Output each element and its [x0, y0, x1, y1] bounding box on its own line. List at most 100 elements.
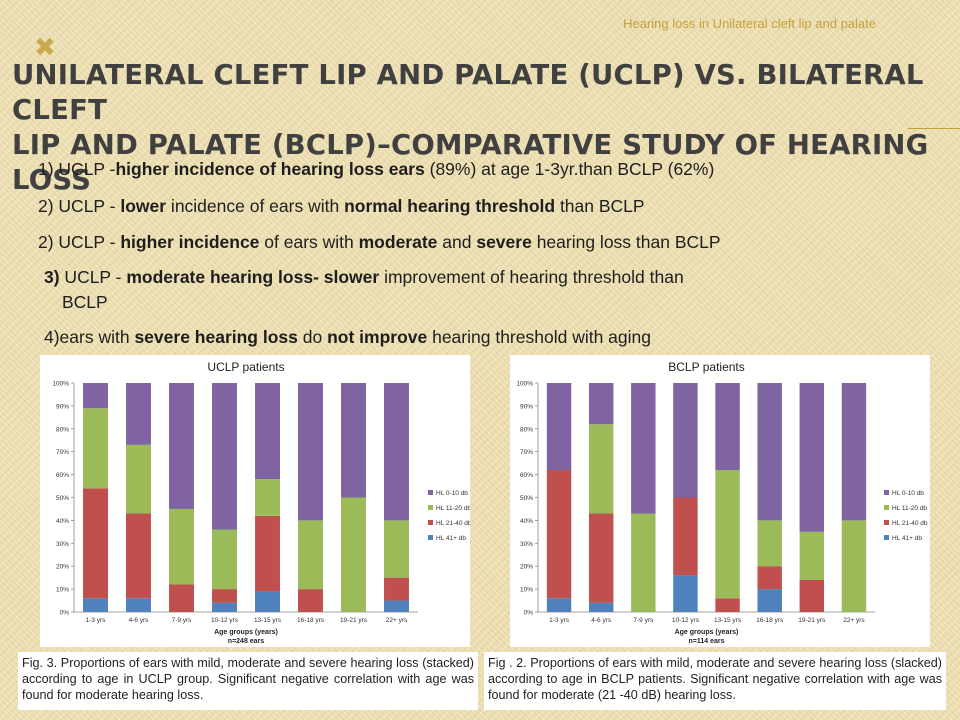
bar-segment — [757, 383, 782, 521]
bclp-caption: Fig . 2. Proportions of ears with mild, … — [484, 652, 946, 710]
x-tick-label: 7-9 yrs — [633, 617, 654, 624]
bar-segment — [341, 383, 366, 498]
point-text-segment: higher incidence of hearing loss ears — [115, 159, 425, 179]
bar-segment — [83, 383, 108, 409]
x-axis-note: n=114 ears — [688, 638, 724, 645]
bar-segment — [588, 383, 614, 425]
x-tick-label: 22+ yrs — [386, 617, 408, 624]
point-3: 2) UCLP - higher incidence of ears with … — [38, 231, 721, 253]
bar-segment — [715, 383, 740, 471]
x-tick-label: 13-15 yrs — [714, 617, 742, 624]
point-4: 3) UCLP - moderate hearing loss- slower … — [44, 266, 684, 288]
bar-segment — [83, 598, 108, 612]
legend-swatch — [884, 520, 889, 525]
point-text-segment: UCLP - — [59, 267, 127, 287]
bclp-chart: BCLP patients 0% 10% 20% 30% 40% 50% 60% 70% 80% 9… — [516, 360, 928, 645]
bar-segment — [212, 383, 237, 530]
x-tick-label: 4-6 yrs — [591, 617, 612, 624]
y-tick-label: 80% — [520, 426, 533, 433]
slide-title-line-1: Unilateral cleft lip and palate (UCLP) v… — [12, 59, 924, 126]
bar-segment — [169, 584, 194, 612]
x-axis-label: Age groups (years) — [214, 629, 278, 636]
point-text-segment: and — [437, 232, 477, 252]
bar-segment — [298, 520, 323, 590]
x-tick-label: 7-9 yrs — [172, 617, 193, 624]
bar-segment — [83, 408, 108, 489]
chart-title: BCLP patients — [668, 360, 745, 374]
point-text-segment: 2) UCLP - — [38, 196, 121, 216]
y-tick-label: 90% — [520, 403, 533, 410]
point-text-segment: incidence of ears with — [166, 196, 345, 216]
bar-segment — [841, 383, 867, 521]
x-tick-label: 19-21 yrs — [340, 617, 368, 624]
bar-segment — [384, 520, 409, 578]
point-text-segment: hearing loss than BCLP — [531, 232, 721, 252]
legend-swatch — [884, 535, 889, 540]
y-tick-label: 50% — [520, 495, 533, 502]
y-tick-label: 0% — [524, 610, 534, 617]
bar-segment — [588, 424, 614, 514]
x-tick-label: 16-18 yrs — [756, 617, 784, 624]
x-tick-label: 10-12 yrs — [211, 617, 239, 624]
point-text-segment: severe — [476, 232, 532, 252]
point-text-segment: not improve — [327, 327, 428, 347]
y-tick-label: 40% — [520, 518, 533, 525]
legend-swatch — [884, 505, 889, 510]
point-text-segment: improvement of hearing threshold than — [379, 267, 684, 287]
bar-segment — [546, 598, 572, 612]
point-text-segment: do — [297, 327, 328, 347]
y-tick-label: 80% — [56, 426, 69, 433]
legend-label: HL 21-40 db — [436, 520, 470, 527]
slide-title-line-2: lip and palate (BCLP)–comparative study … — [12, 129, 929, 196]
bar-segment — [255, 383, 280, 480]
x-mark-icon: ✖ — [34, 32, 56, 62]
bar-segment — [255, 515, 280, 592]
bar-segment — [212, 529, 237, 590]
y-tick-label: 60% — [520, 472, 533, 479]
bar-segment — [255, 591, 280, 612]
point-text-segment: moderate hearing loss- slower — [126, 267, 380, 287]
bar-segment — [126, 513, 151, 599]
point-text-segment: BCLP — [62, 292, 108, 312]
x-tick-label: 16-18 yrs — [297, 617, 325, 624]
legend-swatch — [428, 505, 433, 510]
bar-segment — [799, 531, 825, 580]
y-tick-label: 70% — [520, 449, 533, 456]
bar-segment — [169, 508, 194, 585]
slide-title: Unilateral cleft lip and palate (UCLP) v… — [12, 58, 932, 198]
bar-segment — [673, 383, 698, 498]
y-tick-label: 0% — [60, 610, 70, 617]
bar-segment — [212, 589, 237, 603]
bar-segment — [715, 598, 740, 612]
bar-segment — [384, 577, 409, 601]
point-text-segment: hearing threshold with aging — [427, 327, 651, 347]
point-4-continued: BCLP — [62, 291, 108, 313]
bar-segment — [588, 602, 614, 612]
legend-label: HL 21-40 db — [892, 520, 928, 527]
bar-segment — [255, 479, 280, 516]
legend-swatch — [428, 520, 433, 525]
point-text-segment: 3) — [44, 267, 60, 287]
legend-label: HL 41+ db — [436, 535, 466, 542]
point-text-segment: severe hearing loss — [134, 327, 298, 347]
point-text-segment: 1) UCLP - — [38, 159, 116, 179]
bar-segment — [298, 383, 323, 521]
legend-label: HL 11-20 db — [436, 505, 470, 512]
bar-segment — [546, 470, 572, 599]
point-2: 2) UCLP - lower incidence of ears with n… — [38, 195, 645, 217]
y-tick-label: 100% — [52, 381, 69, 388]
point-text-segment: 2) UCLP - — [38, 232, 121, 252]
y-tick-label: 40% — [56, 518, 69, 525]
bar-segment — [757, 520, 782, 567]
y-tick-label: 70% — [56, 449, 69, 456]
point-5: 4)ears with severe hearing loss do not i… — [44, 326, 651, 348]
legend-label: HL 11-20 db — [892, 505, 927, 512]
x-tick-label: 22+ yrs — [843, 617, 865, 624]
uclp-caption: Fig. 3. Proportions of ears with mild, m… — [18, 652, 478, 710]
bar-segment — [799, 383, 825, 532]
x-axis-note: n=248 ears — [228, 638, 264, 645]
y-tick-label: 10% — [520, 587, 533, 594]
x-tick-label: 1-3 yrs — [549, 617, 570, 624]
legend-swatch — [428, 535, 433, 540]
header-note: Hearing loss in Unilateral cleft lip and… — [623, 16, 876, 31]
